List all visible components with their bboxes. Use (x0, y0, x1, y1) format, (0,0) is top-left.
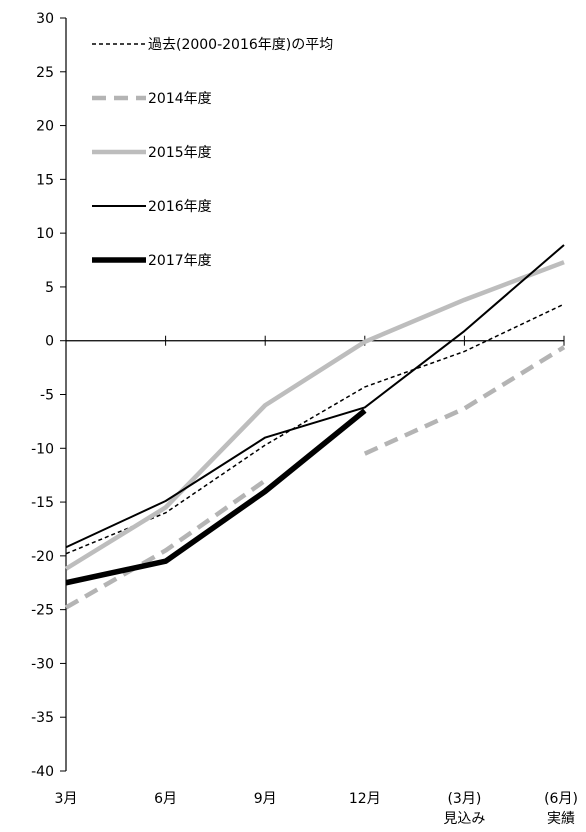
y-tick-label: 25 (36, 65, 54, 81)
x-tick-label: 6月 (154, 791, 177, 807)
y-axis-ticks: 30 25 20 15 10 5 0 -5 -10 -15 -20 -25 -30 -35 -40 (31, 11, 66, 780)
x-tick-label: 見込み (443, 811, 485, 827)
legend-label: 2014年度 (148, 91, 212, 107)
y-tick-label: 30 (36, 11, 54, 27)
y-tick-label: 5 (45, 280, 54, 296)
x-tick-label: 9月 (254, 791, 277, 807)
series-lines (64, 244, 566, 610)
y-tick-label: -30 (31, 656, 54, 672)
x-tick-label: 12月 (349, 791, 381, 807)
x-tick-label: (3月) (447, 791, 481, 807)
y-tick-label: -10 (31, 441, 54, 457)
y-tick-label: -25 (31, 603, 54, 619)
series-line-2015年度 (64, 260, 565, 571)
y-tick-label: 10 (36, 226, 54, 242)
y-tick-label: -20 (31, 549, 54, 565)
y-tick-label: -5 (40, 388, 54, 404)
y-tick-label: -35 (31, 710, 54, 726)
y-tick-label: 0 (45, 334, 54, 350)
legend-label: 2016年度 (148, 199, 212, 215)
x-tick-label: 実績 (547, 811, 575, 827)
y-tick-label: -15 (31, 495, 54, 511)
y-tick-label: 20 (36, 119, 54, 135)
y-tick-label: -40 (31, 764, 54, 780)
legend-label: 過去(2000-2016年度)の平均 (148, 37, 333, 53)
series-line-2017年度 (65, 408, 367, 586)
legend-label: 2017年度 (148, 253, 212, 269)
legend: 過去(2000-2016年度)の平均 2014年度 2015年度 2016年度 2017… (92, 37, 333, 269)
x-tick-label: 3月 (55, 791, 78, 807)
x-tick-label: (6月) (544, 791, 578, 807)
series-line-2014年度-continued (363, 345, 566, 456)
legend-label: 2015年度 (148, 145, 212, 161)
series-line-過去(2000-2016年度)の平均 (65, 303, 565, 555)
series-line-2016年度 (65, 244, 565, 549)
series-line-2014年度 (64, 478, 267, 610)
y-tick-label: 15 (36, 172, 54, 188)
x-axis-ticks: 3月 6月 9月 12月 (3月) 見込み (6月) 実績 (55, 335, 578, 827)
